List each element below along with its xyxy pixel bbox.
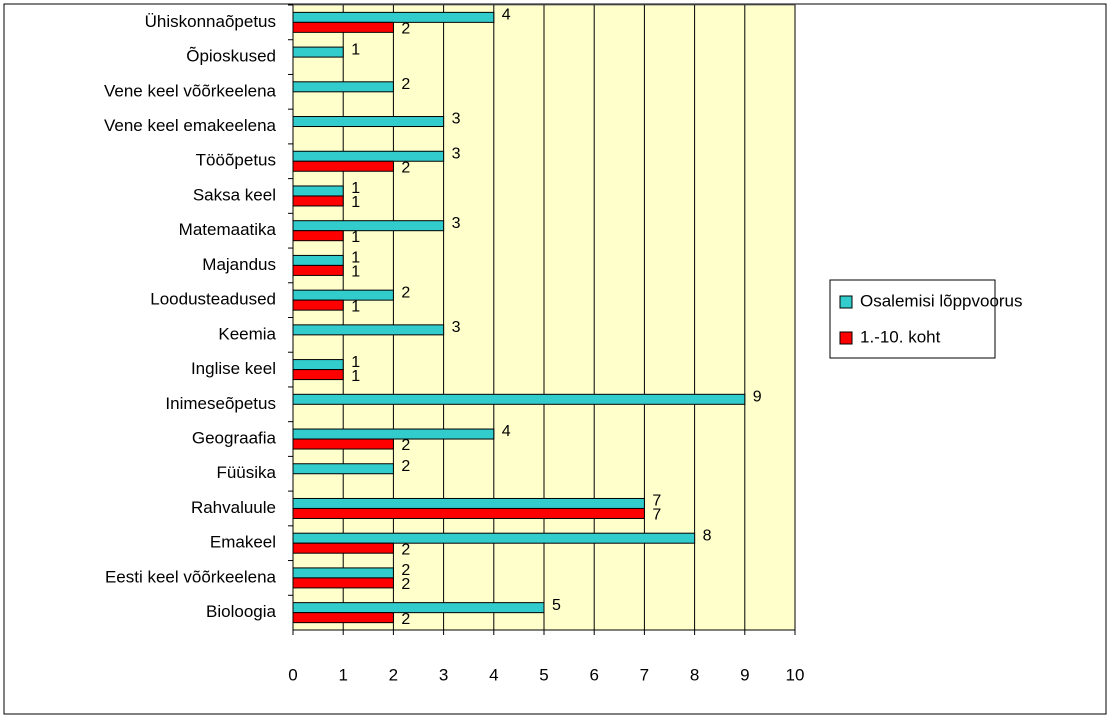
data-label: 7 <box>652 493 661 510</box>
y-tick-label: Tööõpetus <box>196 151 276 170</box>
bar <box>292 230 344 242</box>
bar <box>292 602 545 614</box>
y-tick-label: Matemaatika <box>179 220 277 239</box>
bar <box>292 150 445 162</box>
data-label: 1 <box>351 264 360 281</box>
data-label: 7 <box>652 507 661 524</box>
y-tick-label: Bioloogia <box>206 602 276 621</box>
x-tick-label: 7 <box>640 665 649 684</box>
bar <box>292 567 394 579</box>
data-label: 3 <box>452 319 461 336</box>
bar <box>292 264 344 276</box>
bar <box>292 289 394 301</box>
data-label: 2 <box>401 437 410 454</box>
legend-label: 1.-10. koht <box>860 327 941 346</box>
bar <box>292 299 344 311</box>
x-tick-label: 2 <box>389 665 398 684</box>
data-label: 2 <box>401 541 410 558</box>
data-label: 5 <box>552 597 561 614</box>
data-label: 1 <box>351 354 360 371</box>
y-tick-label: Keemia <box>218 324 276 343</box>
bar <box>292 185 344 197</box>
legend-swatch <box>839 331 853 345</box>
data-label: 2 <box>401 611 410 628</box>
x-tick-label: 10 <box>786 665 805 684</box>
data-label: 1 <box>351 250 360 267</box>
legend-label: Osalemisi lõppvoorus <box>860 291 1023 310</box>
y-tick-label: Saksa keel <box>193 185 276 204</box>
y-tick-label: Õpioskused <box>186 47 276 66</box>
bar <box>292 21 394 33</box>
bar <box>292 577 394 589</box>
bar <box>292 195 344 207</box>
y-tick-label: Vene keel emakeelena <box>104 116 277 135</box>
bar <box>292 507 645 519</box>
x-tick-label: 4 <box>489 665 498 684</box>
y-tick-label: Loodusteadused <box>150 290 276 309</box>
x-tick-label: 6 <box>589 665 598 684</box>
data-label: 1 <box>351 180 360 197</box>
bar <box>292 612 394 624</box>
data-label: 4 <box>502 423 511 440</box>
bar <box>292 324 445 336</box>
data-label: 1 <box>351 368 360 385</box>
y-tick-label: Geograafia <box>192 429 277 448</box>
bar <box>292 369 344 381</box>
x-tick-label: 5 <box>539 665 548 684</box>
bar <box>292 497 645 509</box>
legend-swatch <box>839 295 853 309</box>
data-label: 4 <box>502 7 511 24</box>
x-tick-label: 3 <box>439 665 448 684</box>
data-label: 1 <box>351 229 360 246</box>
x-tick-label: 0 <box>288 665 297 684</box>
data-label: 1 <box>351 41 360 58</box>
data-label: 2 <box>401 159 410 176</box>
data-label: 2 <box>401 562 410 579</box>
data-label: 8 <box>703 527 712 544</box>
y-tick-label: Inglise keel <box>191 359 276 378</box>
x-tick-label: 9 <box>740 665 749 684</box>
y-tick-label: Majandus <box>202 255 276 274</box>
bar <box>292 160 394 172</box>
data-label: 3 <box>452 111 461 128</box>
y-tick-label: Füüsika <box>216 463 276 482</box>
bar <box>292 532 696 544</box>
data-label: 2 <box>401 284 410 301</box>
y-tick-label: Vene keel võõrkeelena <box>104 81 277 100</box>
bar <box>292 542 394 554</box>
data-label: 2 <box>401 576 410 593</box>
data-label: 2 <box>401 76 410 93</box>
y-tick-label: Eesti keel võõrkeelena <box>105 567 277 586</box>
data-label: 9 <box>753 389 762 406</box>
bar <box>292 254 344 266</box>
y-tick-label: Ühiskonnaõpetus <box>145 12 276 31</box>
bar <box>292 11 495 23</box>
data-label: 1 <box>351 298 360 315</box>
legend-box <box>829 279 996 359</box>
data-label: 2 <box>401 458 410 475</box>
bar <box>292 393 746 405</box>
bar <box>292 359 344 371</box>
bar <box>292 438 394 450</box>
data-label: 3 <box>452 145 461 162</box>
bar <box>292 428 495 440</box>
x-tick-label: 8 <box>690 665 699 684</box>
y-tick-label: Rahvaluule <box>191 498 276 517</box>
bar <box>292 116 445 128</box>
bar <box>292 46 344 58</box>
data-label: 3 <box>452 215 461 232</box>
y-tick-label: Emakeel <box>210 533 276 552</box>
bar <box>292 81 394 93</box>
data-label: 2 <box>401 21 410 38</box>
data-label: 1 <box>351 194 360 211</box>
x-tick-label: 1 <box>338 665 347 684</box>
bar <box>292 220 445 232</box>
y-tick-label: Inimeseõpetus <box>165 394 276 413</box>
bar <box>292 463 394 475</box>
